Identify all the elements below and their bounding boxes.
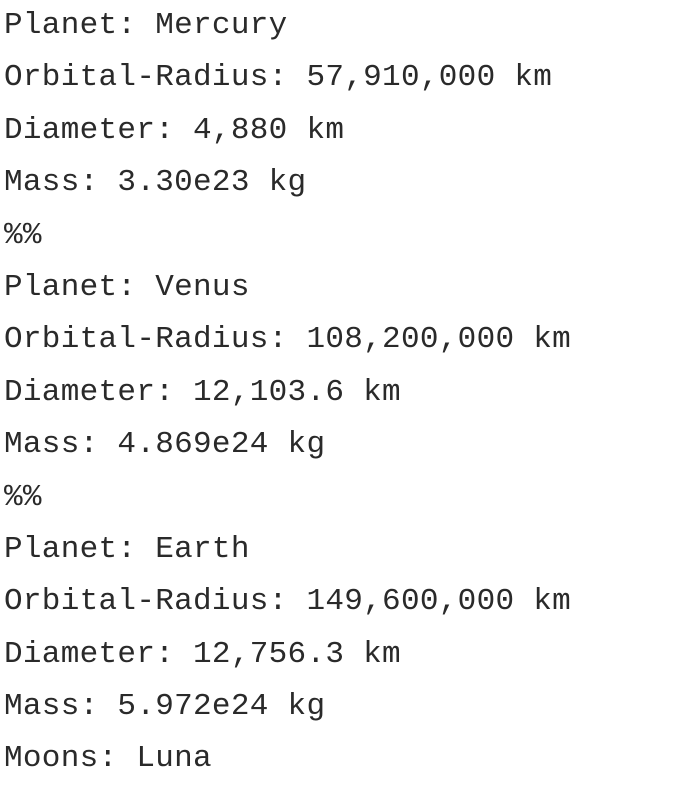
venus-diameter-line: Diameter: 12,103.6 km [4,374,401,410]
earth-diameter-line: Diameter: 12,756.3 km [4,636,401,672]
earth-mass-line: Mass: 5.972e24 kg [4,689,326,725]
earth-orbital-radius-line: Orbital-Radius: 149,600,000 km [4,584,572,620]
record-document: Planet: Mercury Orbital-Radius: 57,910,0… [4,0,670,786]
record-separator: %% [4,217,42,253]
mercury-mass-line: Mass: 3.30e23 kg [4,165,307,201]
mercury-orbital-radius-line: Orbital-Radius: 57,910,000 km [4,60,553,96]
record-separator: %% [4,479,42,515]
earth-planet-line: Planet: Earth [4,531,250,567]
mercury-diameter-line: Diameter: 4,880 km [4,112,345,148]
venus-orbital-radius-line: Orbital-Radius: 108,200,000 km [4,322,572,358]
mercury-planet-line: Planet: Mercury [4,8,288,43]
earth-moons-line: Moons: Luna [4,741,212,777]
venus-planet-line: Planet: Venus [4,269,250,305]
venus-mass-line: Mass: 4.869e24 kg [4,427,326,463]
